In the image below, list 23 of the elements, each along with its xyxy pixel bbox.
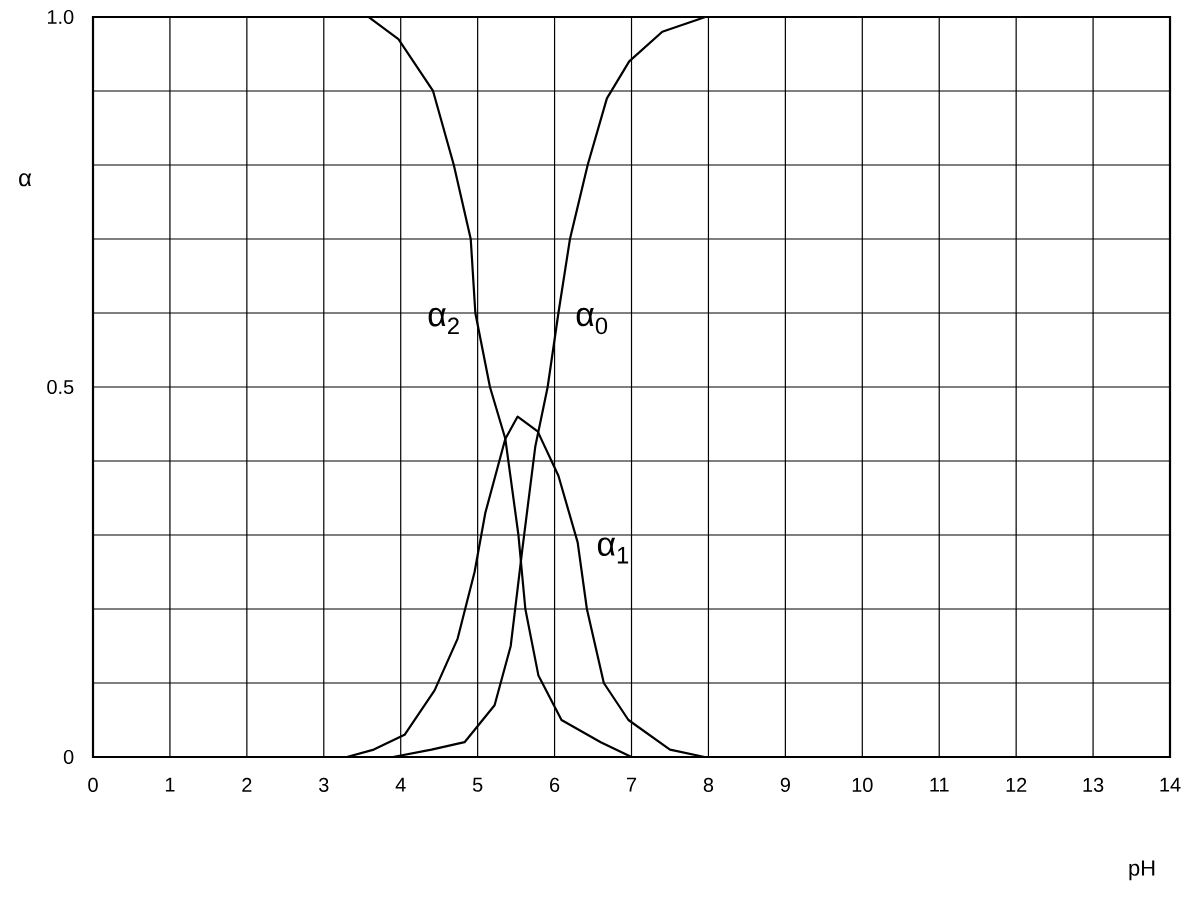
series-label: α$_{1}$	[597, 537, 629, 564]
x-tick-label: 4	[395, 777, 406, 792]
x-tick-label: 1	[165, 777, 175, 792]
x-tick-label: 3	[319, 777, 329, 792]
x-tick-label: 6	[550, 777, 560, 792]
series-label: α$_{0}$	[576, 307, 608, 335]
x-tick-label: 7	[626, 777, 637, 792]
y-tick-label: 0	[63, 749, 74, 765]
x-tick-label: 13	[1083, 777, 1104, 792]
x-tick-label: 5	[472, 777, 483, 792]
x-tick-label: 12	[1006, 777, 1027, 792]
series-label: α$_{2}$	[428, 307, 459, 335]
x-tick-label: 8	[703, 777, 714, 792]
x-tick-label: 2	[242, 777, 252, 792]
x-tick-label: 10	[852, 777, 873, 792]
x-tick-label: 14	[1160, 777, 1181, 792]
y-tick-label: 0.5	[47, 379, 74, 395]
x-tick-label: 9	[780, 777, 790, 792]
x-axis-title: pH	[1129, 860, 1155, 881]
y-axis-title: α	[19, 173, 32, 187]
x-tick-label: 0	[88, 777, 98, 792]
x-tick-label: 11	[930, 777, 949, 792]
y-tick-label: 1.0	[47, 9, 74, 25]
